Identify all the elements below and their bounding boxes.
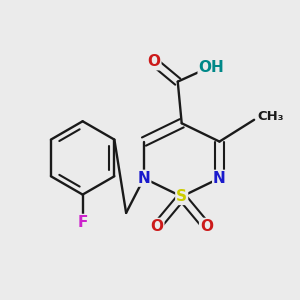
Text: O: O	[148, 54, 160, 69]
Text: CH₃: CH₃	[258, 110, 284, 123]
Text: N: N	[138, 171, 150, 186]
Text: O: O	[200, 219, 213, 234]
Text: O: O	[150, 219, 164, 234]
Text: F: F	[77, 215, 88, 230]
Text: S: S	[176, 189, 187, 204]
Text: N: N	[213, 171, 226, 186]
Text: OH: OH	[199, 60, 224, 75]
